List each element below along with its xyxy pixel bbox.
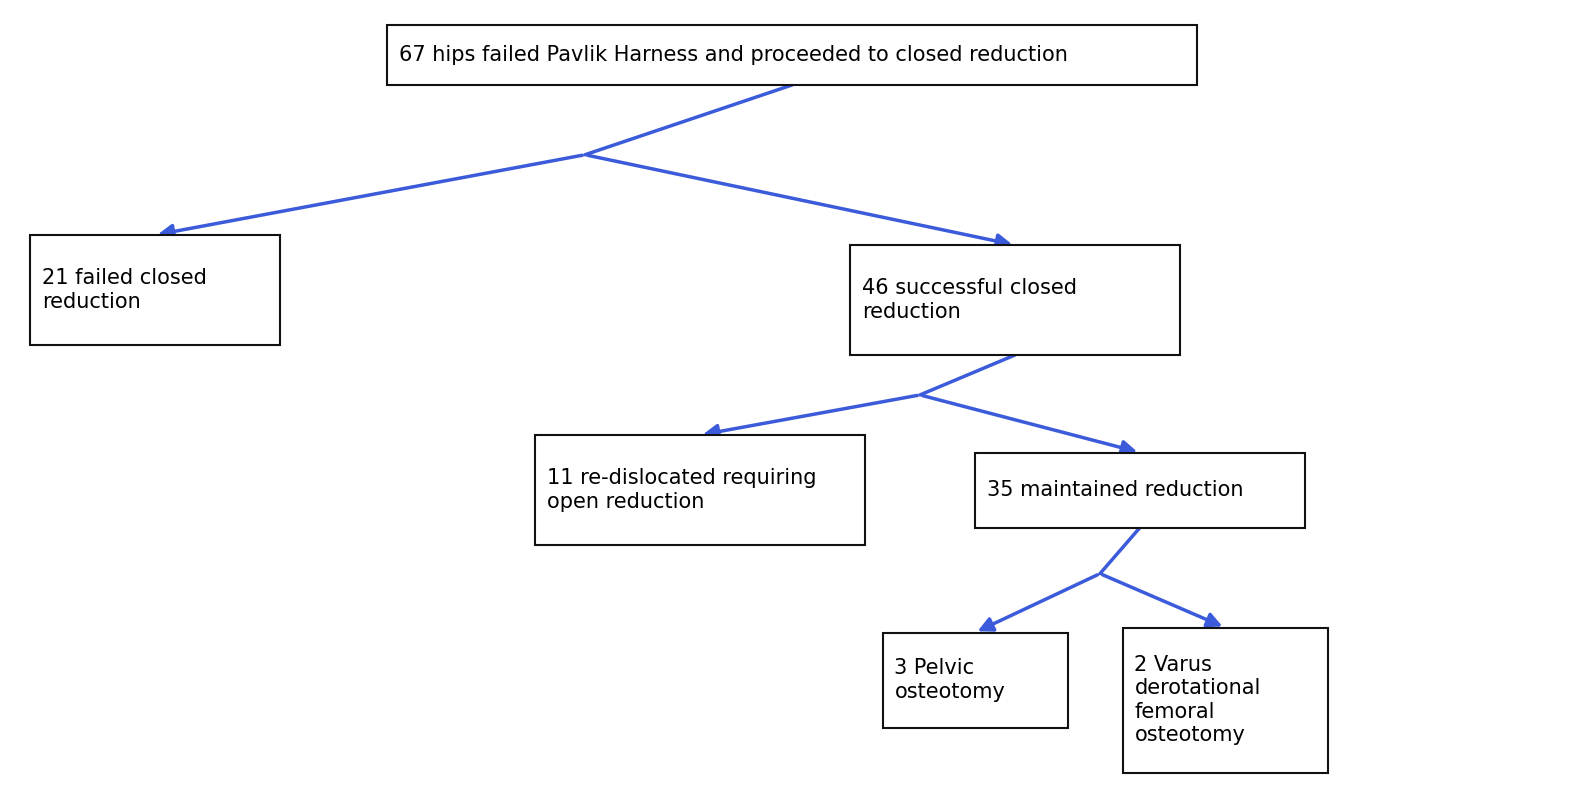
Bar bbox=[1122, 627, 1328, 773]
Text: 2 Varus
derotational
femoral
osteotomy: 2 Varus derotational femoral osteotomy bbox=[1135, 655, 1262, 745]
Bar bbox=[30, 235, 281, 345]
Bar bbox=[387, 25, 1197, 85]
Text: 46 successful closed
reduction: 46 successful closed reduction bbox=[862, 278, 1076, 322]
Text: 35 maintained reduction: 35 maintained reduction bbox=[987, 480, 1244, 500]
Bar bbox=[975, 453, 1304, 527]
Text: 67 hips failed Pavlik Harness and proceeded to closed reduction: 67 hips failed Pavlik Harness and procee… bbox=[399, 45, 1068, 65]
Text: 11 re-dislocated requiring
open reduction: 11 re-dislocated requiring open reductio… bbox=[547, 468, 816, 512]
Bar bbox=[536, 435, 865, 545]
Text: 21 failed closed
reduction: 21 failed closed reduction bbox=[41, 268, 208, 312]
Bar bbox=[850, 245, 1179, 355]
Bar bbox=[883, 633, 1068, 727]
Text: 3 Pelvic
osteotomy: 3 Pelvic osteotomy bbox=[894, 658, 1005, 702]
